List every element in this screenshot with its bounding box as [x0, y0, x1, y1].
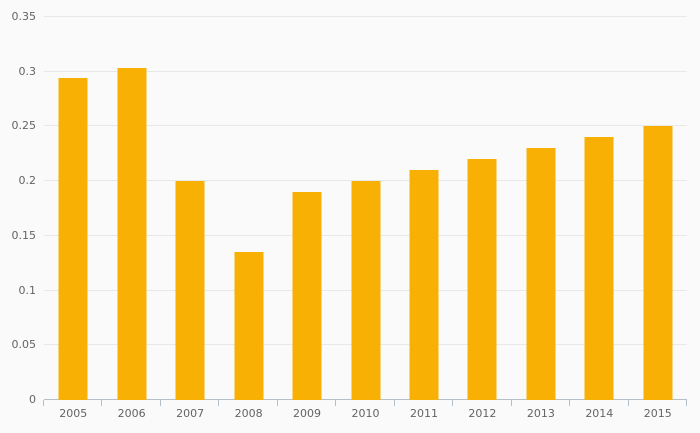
y-axis: 0.35 0.3 0.25 0.2 0.15 0.1 0.05 0	[0, 10, 37, 406]
y-tick-label-0.2: 0.2	[18, 174, 37, 188]
x-tick-label-2014: 2014	[585, 407, 614, 420]
bar-2010	[351, 181, 380, 400]
y-tick-label-0.05: 0.05	[11, 338, 37, 352]
y-tick-label-0.1: 0.1	[18, 283, 37, 297]
x-tick-label-2009: 2009	[293, 407, 322, 420]
x-axis: 2005 2006 2007 2008 2009 2010 2011 2012 2013 2014…	[43, 400, 687, 428]
x-axis-tick	[335, 400, 337, 406]
bar-2006	[117, 68, 147, 400]
bar-2008	[234, 252, 264, 400]
x-axis-tick	[452, 400, 454, 406]
x-tick-label-2011: 2011	[409, 407, 438, 420]
bar-2012	[467, 159, 497, 400]
x-tick-label-2010: 2010	[351, 407, 380, 420]
y-tick-label-0.35: 0.35	[11, 10, 37, 23]
y-tick-label-0.3: 0.3	[18, 64, 37, 78]
gridline-0.25	[44, 125, 687, 127]
x-tick-label-2015: 2015	[643, 407, 672, 420]
x-axis-tick	[159, 400, 161, 406]
bar-2005	[58, 78, 88, 400]
bar-2009	[292, 192, 322, 400]
bar-2011	[409, 170, 439, 400]
y-tick-label-0: 0	[29, 393, 36, 406]
x-tick-label-2013: 2013	[526, 407, 555, 420]
bar-2007	[175, 181, 205, 400]
gridline-0.2	[44, 180, 687, 182]
x-axis-tick	[393, 400, 395, 406]
bar-2015	[643, 126, 673, 400]
x-axis-tick	[218, 400, 220, 406]
y-tick-label-0.15: 0.15	[11, 228, 37, 242]
bar-2013	[526, 148, 556, 400]
x-axis-tick	[43, 400, 44, 406]
x-axis-tick	[101, 400, 103, 406]
gridline-0.3	[44, 70, 687, 72]
x-tick-label-2008: 2008	[234, 407, 263, 420]
x-axis-tick	[276, 400, 278, 406]
plot-area	[44, 16, 687, 400]
x-axis-tick	[569, 400, 571, 406]
x-tick-label-2007: 2007	[176, 407, 205, 420]
x-axis-tick	[510, 400, 512, 406]
x-tick-label-2005: 2005	[59, 407, 88, 420]
gridline-0.35	[44, 16, 687, 17]
bar-2014	[584, 137, 614, 400]
x-tick-label-2012: 2012	[468, 407, 497, 420]
x-axis-tick	[627, 400, 629, 406]
x-tick-label-2006: 2006	[117, 407, 146, 420]
x-axis-tick	[686, 400, 687, 406]
y-tick-label-0.25: 0.25	[11, 119, 37, 133]
